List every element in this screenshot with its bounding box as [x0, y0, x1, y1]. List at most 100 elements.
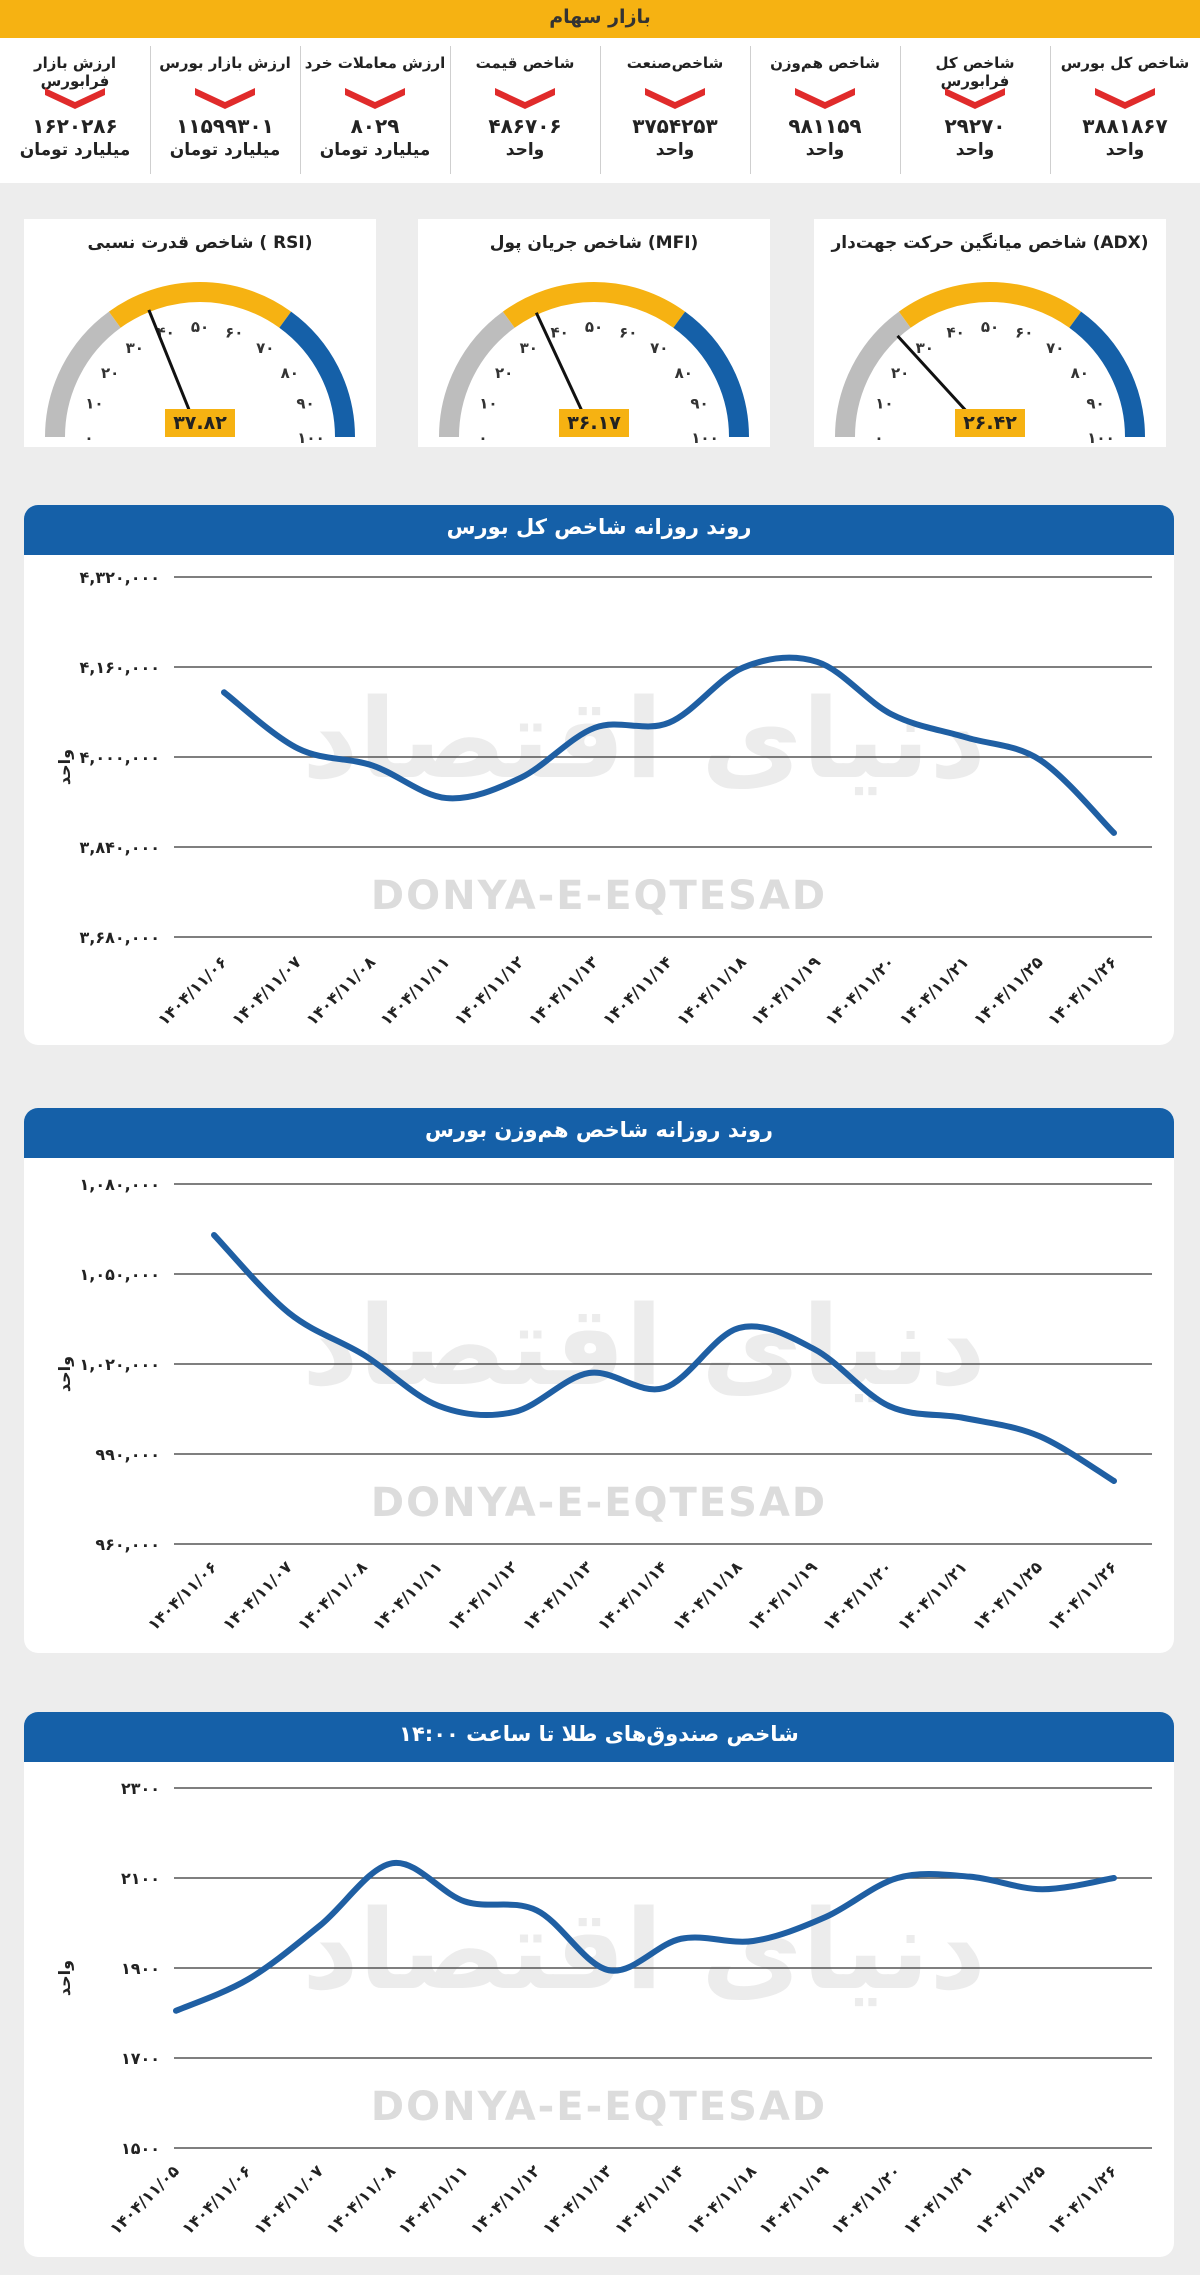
gauge-tick-label: ۱۰۰ — [691, 429, 718, 447]
y-tick-label: ۱,۰۵۰,۰۰۰ — [79, 1265, 160, 1284]
data-point — [295, 746, 301, 752]
market-header: بازار سهام — [0, 0, 1200, 38]
gauge-card: شاخص جریان پول (MFI) ۰ ۱۰ ۲۰ ۳۰ ۴۰ ۵۰ ۶۰ ۷۰ ۸۰ ۹۰ ۱… — [418, 219, 770, 447]
y-tick-label: ۳,۸۴۰,۰۰۰ — [79, 838, 160, 857]
y-tick-label: ۱۷۰۰ — [121, 2049, 160, 2068]
gauge-tick-label: ۰ — [84, 429, 93, 447]
x-tick-label: ۱۴۰۴/۱۱/۰۸ — [294, 1557, 371, 1634]
y-tick-label: ۹۶۰,۰۰۰ — [95, 1535, 160, 1554]
stat-name: شاخص کل فرابورس — [935, 54, 1015, 90]
gauge-tick-label: ۱۰ — [875, 395, 893, 413]
x-tick-label: ۱۴۰۴/۱۱/۱۹ — [755, 2161, 832, 2238]
stat-value: ۱۱۵۹۹۳۰۱ — [176, 114, 274, 138]
x-tick-label: ۱۴۰۴/۱۱/۰۵ — [106, 2161, 183, 2238]
data-point — [361, 1352, 367, 1358]
x-tick-label: ۱۴۰۴/۱۱/۱۱ — [376, 952, 453, 1029]
gauge-zone-low — [835, 311, 911, 438]
stat-divider — [150, 46, 151, 174]
gauge-value: ۳۷.۸۲ — [165, 409, 235, 437]
watermark-text: DONYA-E-EQTESAD — [371, 873, 827, 919]
gauge-tick-label: ۱۰۰ — [1087, 429, 1114, 447]
gauge-tick-label: ۷۰ — [650, 339, 668, 357]
x-tick-label: ۱۴۰۴/۱۱/۲۶ — [1044, 2161, 1121, 2238]
gauge-card: شاخص میانگین حرکت جهت‌دار (ADX) ۰ ۱۰ ۲۰ ۳۰ ۴۰… — [814, 219, 1166, 447]
chart-title-band: شاخص صندوق‌های طلا تا ساعت ۱۴:۰۰ — [24, 1712, 1174, 1762]
data-point — [245, 1976, 251, 1982]
gauge-zone-low — [45, 311, 121, 438]
x-tick-label: ۱۴۰۴/۱۱/۱۳ — [539, 2161, 616, 2238]
gauge-tick-label: ۷۰ — [256, 339, 274, 357]
x-tick-label: ۱۴۰۴/۱۱/۱۳ — [525, 952, 602, 1029]
gauge-tick-label: ۱۰ — [479, 395, 497, 413]
x-tick-label: ۱۴۰۴/۱۱/۱۸ — [673, 952, 750, 1029]
gauge-tick-label: ۶۰ — [619, 323, 637, 341]
y-tick-label: ۱,۰۲۰,۰۰۰ — [79, 1355, 160, 1374]
gauge-tick-label: ۵۰ — [585, 318, 603, 336]
gauge-zone-mid — [898, 282, 1082, 328]
stat-value: ۱۶۲۰۲۸۶ — [32, 114, 118, 138]
stat-name: شاخص قیمت — [475, 54, 575, 72]
gauge-tick-label: ۸۰ — [281, 364, 299, 382]
x-tick-label: ۱۴۰۴/۱۱/۲۵ — [972, 2161, 1049, 2238]
stat-value: ۳۸۸۱۸۶۷ — [1082, 114, 1168, 138]
gauge-zone-mid — [108, 282, 292, 328]
data-point — [173, 2008, 179, 2014]
gauge-value: ۲۶.۴۲ — [955, 409, 1025, 437]
data-point — [1111, 830, 1117, 836]
y-tick-label: ۲۱۰۰ — [121, 1869, 160, 1888]
y-tick-label: ۹۹۰,۰۰۰ — [95, 1445, 160, 1464]
data-point — [661, 1385, 667, 1391]
chart-card-equal-weight-index: DONYA-E-EQTESAD دنیای اقتصاد ۹۶۰,۰۰۰ ۹۹۰,۰۰… — [24, 1108, 1174, 1653]
x-tick-label: ۱۴۰۴/۱۱/۱۳ — [519, 1557, 596, 1634]
data-point — [811, 1346, 817, 1352]
y-tick-label: ۴,۳۲۰,۰۰۰ — [79, 568, 160, 587]
watermark-logo: دنیای اقتصاد — [302, 1886, 986, 2014]
y-axis-label: واحد — [55, 749, 74, 785]
stat-value: ۴۸۶۷۰۶ — [488, 114, 562, 138]
stat-item: شاخص کل بورس ۳۸۸۱۸۶۷ واحد — [1050, 38, 1200, 183]
stat-divider — [1050, 46, 1051, 174]
chart-title-band: روند روزانه شاخص کل بورس — [24, 505, 1174, 555]
gauge-tick-label: ۹۰ — [690, 395, 708, 413]
x-tick-label: ۱۴۰۴/۱۱/۰۷ — [228, 952, 305, 1029]
x-tick-label: ۱۴۰۴/۱۱/۱۲ — [467, 2161, 544, 2238]
stat-item: شاخص‌صنعت ۳۷۵۴۲۵۳ واحد — [600, 38, 750, 183]
data-point — [740, 665, 746, 671]
gauge-title: شاخص میانگین حرکت جهت‌دار (ADX) — [831, 233, 1149, 253]
gauge-tick-label: ۷۰ — [1046, 339, 1064, 357]
data-point — [736, 1325, 742, 1331]
x-tick-label: ۱۴۰۴/۱۱/۱۹ — [747, 952, 824, 1029]
x-tick-label: ۱۴۰۴/۱۱/۲۱ — [896, 952, 973, 1029]
gauge-zone-high — [279, 311, 355, 438]
gauge-zone-high — [673, 311, 749, 438]
y-axis-label: واحد — [55, 1960, 74, 1996]
data-point — [961, 1415, 967, 1421]
x-tick-label: ۱۴۰۴/۱۱/۲۰ — [819, 1557, 896, 1634]
data-point — [678, 1936, 684, 1942]
gauge-tick-label: ۱۰۰ — [297, 429, 324, 447]
data-point — [518, 775, 524, 781]
y-tick-label: ۱,۰۸۰,۰۰۰ — [79, 1175, 160, 1194]
stat-item: ارزش بازار بورس ۱۱۵۹۹۳۰۱ میلیارد تومان — [150, 38, 300, 183]
data-point — [317, 1922, 323, 1928]
stats-row: شاخص کل بورس ۳۸۸۱۸۶۷ واحد شاخص کل فرابورس ۲۹… — [0, 38, 1200, 183]
gauge-tick-label: ۳۰ — [126, 339, 144, 357]
data-point — [389, 1860, 395, 1866]
trend-down-icon — [1095, 88, 1155, 109]
x-tick-label: ۱۴۰۴/۱۱/۰۸ — [302, 952, 379, 1029]
stat-unit: میلیارد تومان — [319, 140, 431, 160]
trend-down-icon — [45, 88, 105, 109]
gauge-tick-label: ۰ — [478, 429, 487, 447]
data-point — [606, 1967, 612, 1973]
x-tick-label: ۱۴۰۴/۱۱/۲۵ — [969, 1557, 1046, 1634]
stat-value: ۳۷۵۴۲۵۳ — [632, 114, 718, 138]
stat-divider — [600, 46, 601, 174]
chart-card-gold-funds-index: DONYA-E-EQTESAD دنیای اقتصاد ۱۵۰۰ ۱۷۰۰ ۱۹۰۰ ۲… — [24, 1712, 1174, 2257]
x-tick-label: ۱۴۰۴/۱۱/۰۶ — [178, 2161, 255, 2238]
x-tick-label: ۱۴۰۴/۱۱/۱۹ — [744, 1557, 821, 1634]
stat-name: شاخص هم‌وزن — [770, 54, 880, 72]
